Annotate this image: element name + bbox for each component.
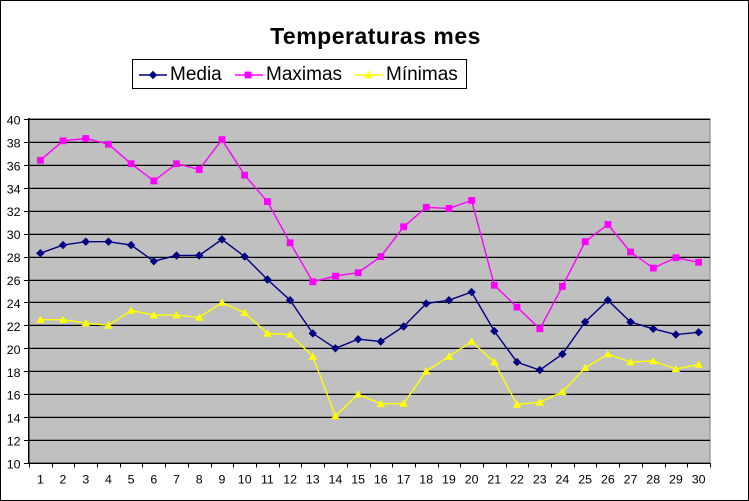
svg-text:8: 8 [196,473,203,487]
svg-text:7: 7 [173,473,180,487]
svg-text:36: 36 [7,159,21,173]
svg-text:19: 19 [442,473,456,487]
svg-text:4: 4 [105,473,112,487]
svg-text:13: 13 [306,473,320,487]
svg-text:18: 18 [7,366,21,380]
svg-text:28: 28 [7,251,21,265]
svg-text:17: 17 [397,473,411,487]
svg-text:38: 38 [7,136,21,150]
svg-text:24: 24 [7,297,21,311]
svg-text:11: 11 [261,473,274,487]
svg-text:10: 10 [7,458,21,472]
svg-text:29: 29 [669,473,683,487]
svg-text:12: 12 [7,435,21,449]
svg-text:5: 5 [128,473,135,487]
svg-text:32: 32 [7,205,21,219]
svg-text:3: 3 [82,473,89,487]
svg-text:30: 30 [692,473,706,487]
svg-text:16: 16 [7,389,21,403]
svg-text:28: 28 [646,473,660,487]
svg-text:23: 23 [533,473,547,487]
svg-text:2: 2 [60,473,67,487]
svg-text:10: 10 [238,473,252,487]
svg-text:26: 26 [601,473,615,487]
svg-text:26: 26 [7,274,21,288]
svg-text:18: 18 [419,473,433,487]
svg-text:21: 21 [487,473,501,487]
svg-text:25: 25 [578,473,592,487]
svg-text:1: 1 [37,473,44,487]
svg-text:22: 22 [510,473,524,487]
svg-text:27: 27 [624,473,638,487]
svg-text:24: 24 [556,473,570,487]
svg-text:20: 20 [465,473,479,487]
svg-text:6: 6 [150,473,157,487]
svg-text:14: 14 [7,412,21,426]
svg-text:15: 15 [351,473,365,487]
svg-text:14: 14 [329,473,343,487]
svg-text:16: 16 [374,473,388,487]
svg-text:20: 20 [7,343,21,357]
svg-text:12: 12 [283,473,297,487]
svg-text:9: 9 [218,473,225,487]
svg-text:22: 22 [7,320,21,334]
svg-text:30: 30 [7,228,21,242]
svg-text:34: 34 [7,182,21,196]
svg-text:40: 40 [7,114,21,128]
